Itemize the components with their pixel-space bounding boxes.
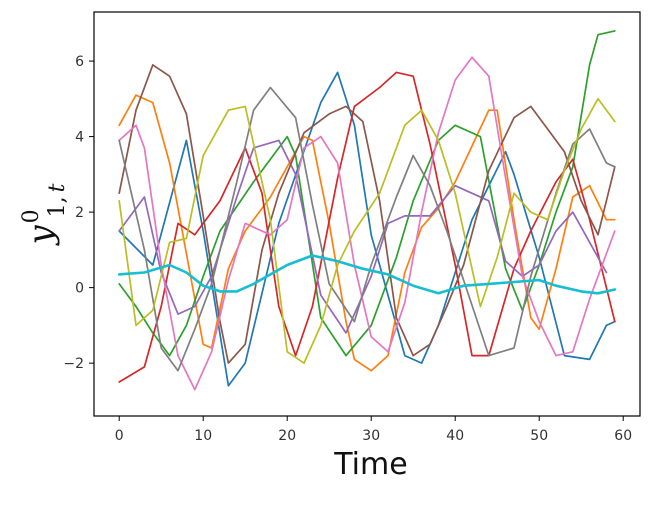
x-tick-label: 20 xyxy=(278,428,296,444)
x-tick-label: 40 xyxy=(446,428,464,444)
series-lines xyxy=(117,30,617,391)
series-line-8 xyxy=(118,86,616,372)
y-axis-ticks: −2 0 2 4 6 xyxy=(63,54,94,372)
y-axis-label: y 0 1, t xyxy=(19,183,70,246)
y-axis-label-sub-b: t xyxy=(45,183,70,192)
y-axis-label-sup: 0 xyxy=(19,209,44,223)
series-line-9 xyxy=(118,97,616,364)
series-line-7 xyxy=(118,56,616,391)
y-tick-label: 6 xyxy=(75,54,84,70)
x-axis-label: Time xyxy=(333,447,407,482)
series-line-10 xyxy=(117,254,617,295)
y-tick-label: 0 xyxy=(75,281,84,297)
y-tick-label: 4 xyxy=(75,130,84,146)
series-line-1 xyxy=(118,71,616,387)
x-tick-label: 50 xyxy=(530,428,548,444)
y-axis-label-main: y xyxy=(21,225,61,247)
series-line-5 xyxy=(118,139,608,334)
y-tick-label: 2 xyxy=(75,205,84,221)
x-axis-ticks: 0 10 20 30 40 50 60 xyxy=(115,416,632,444)
svg-text:y 0 1, t: y 0 1, t xyxy=(19,183,70,246)
y-axis-label-sub-a: 1, xyxy=(45,196,70,217)
series-line-3 xyxy=(118,30,616,357)
x-tick-label: 30 xyxy=(362,428,380,444)
series-line-2 xyxy=(118,94,616,372)
x-tick-label: 10 xyxy=(194,428,212,444)
x-tick-label: 0 xyxy=(115,428,124,444)
x-tick-label: 60 xyxy=(614,428,632,444)
series-line-4 xyxy=(118,71,616,383)
y-tick-label: −2 xyxy=(63,356,84,372)
